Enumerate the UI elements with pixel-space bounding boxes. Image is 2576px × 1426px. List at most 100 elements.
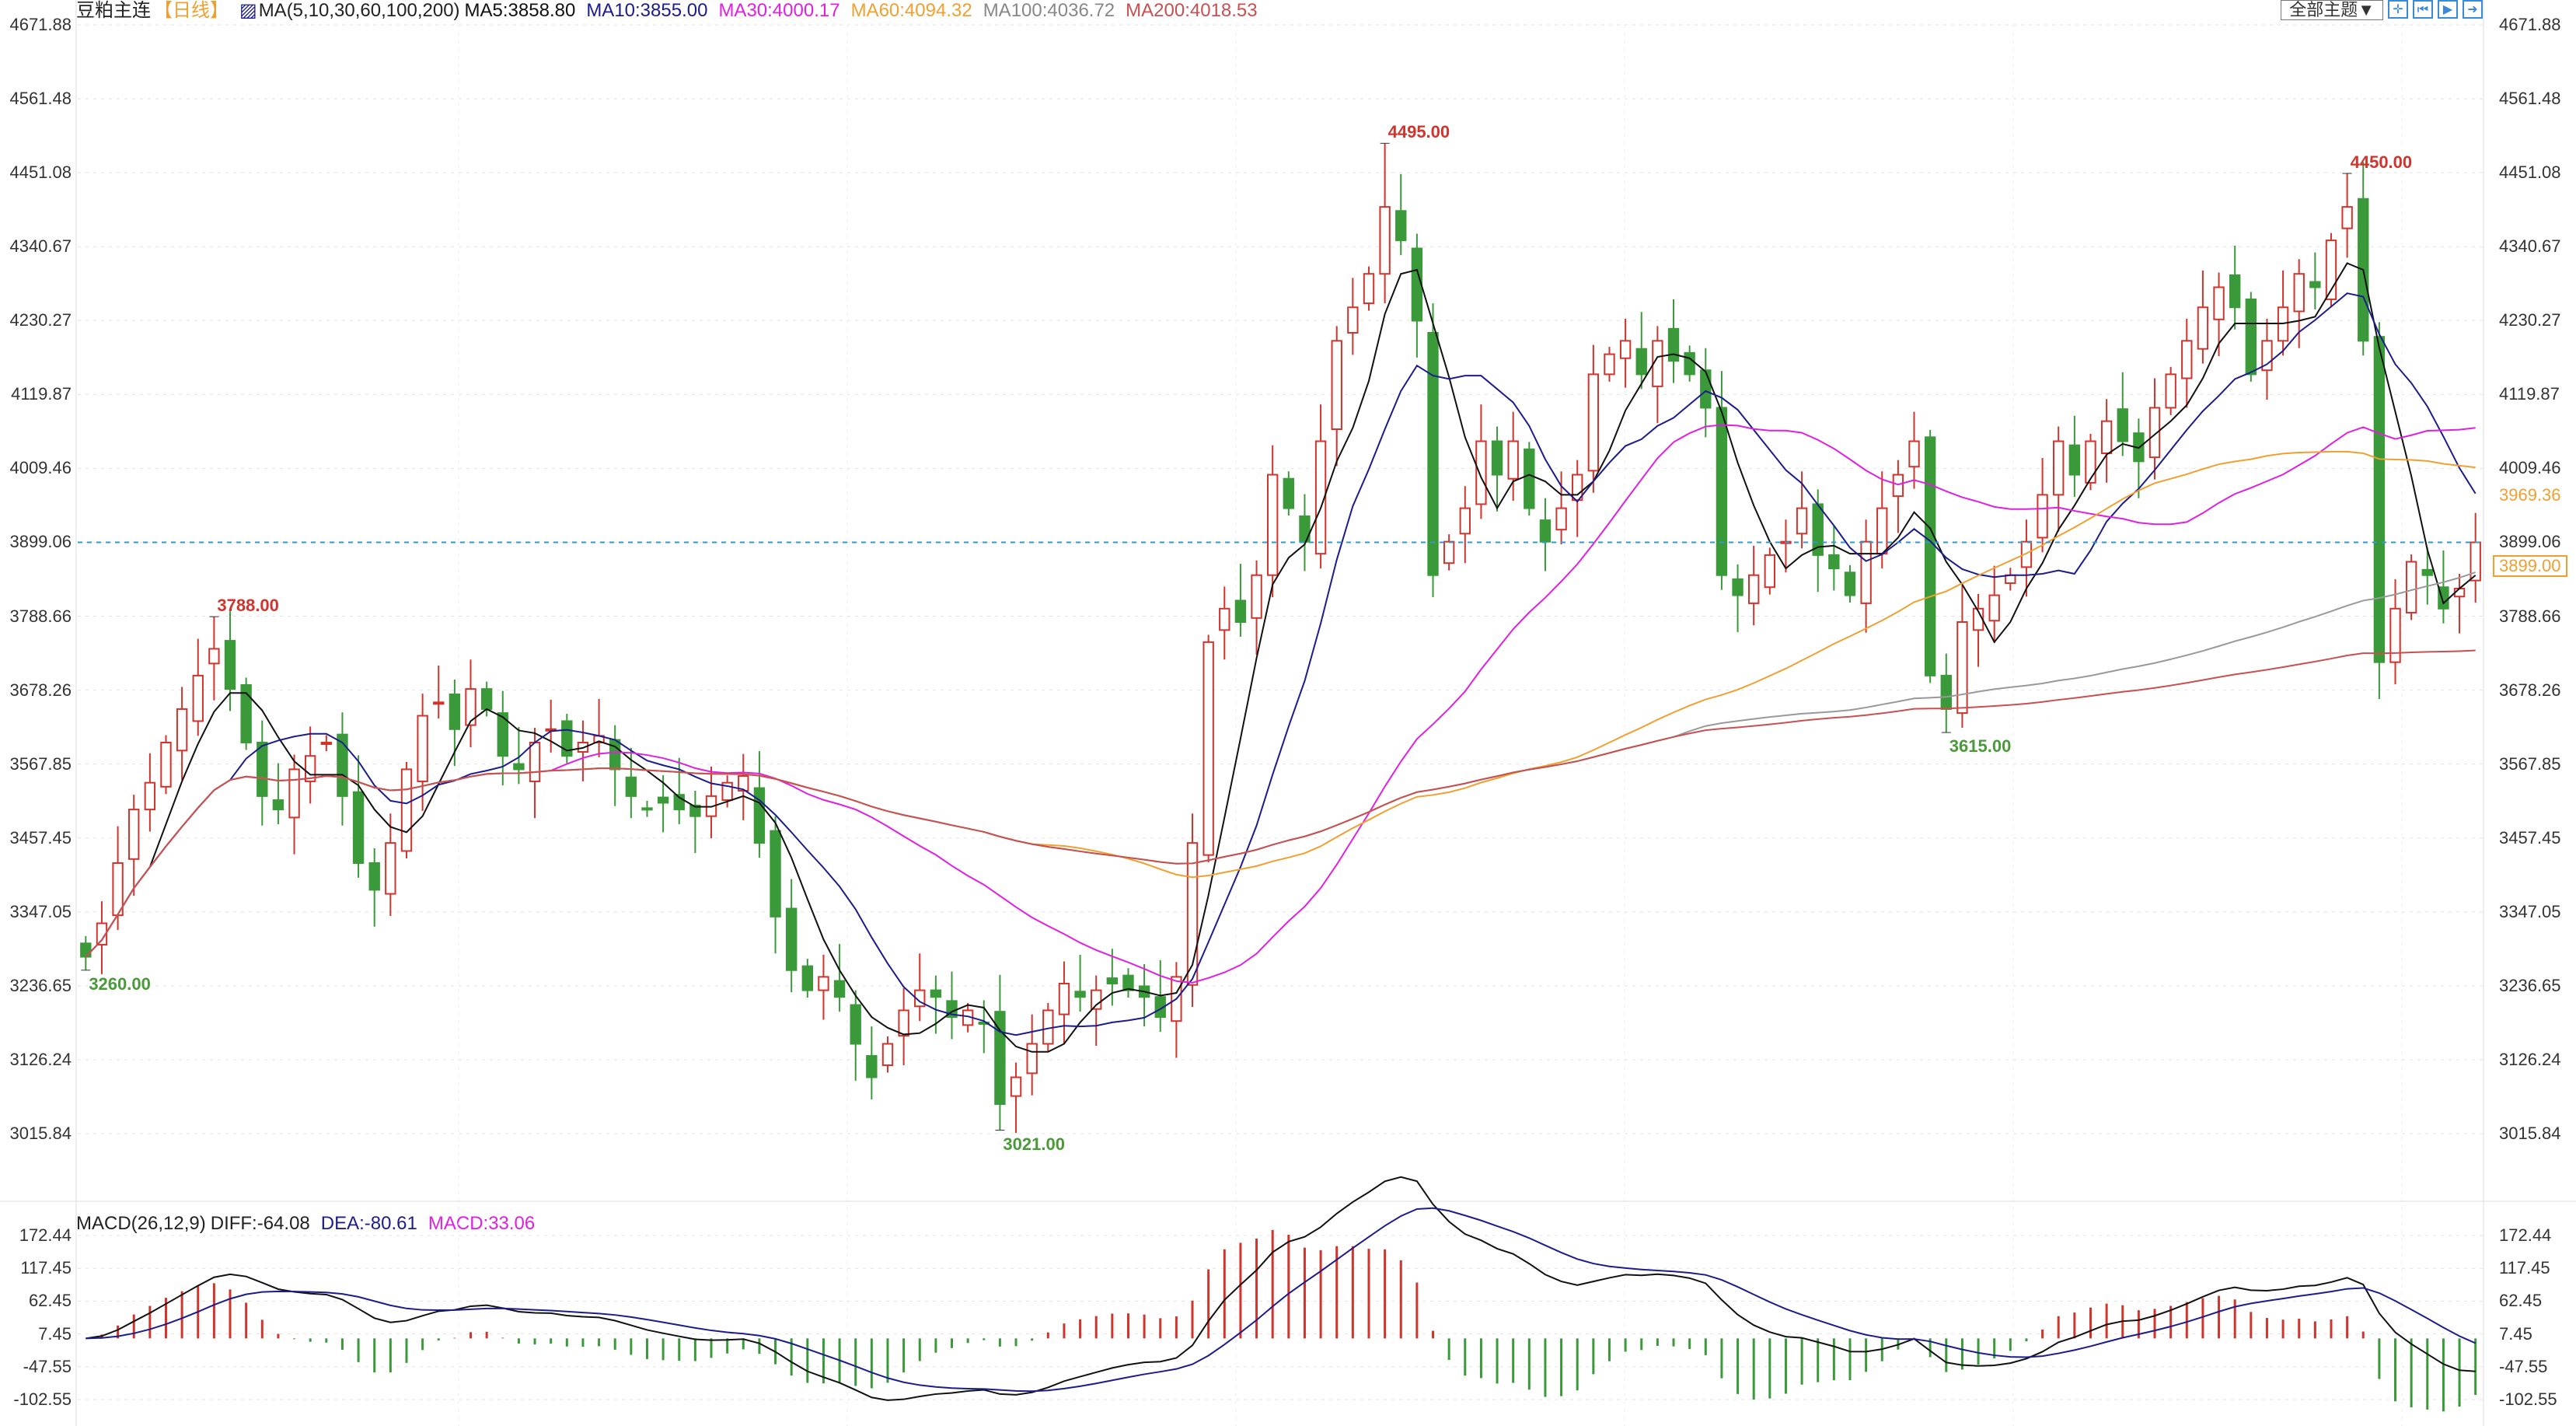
candle-up — [1908, 440, 1920, 468]
candle-down — [1283, 477, 1295, 509]
candle-down — [850, 1004, 861, 1045]
price-tick-left: 4561.48 — [9, 89, 72, 109]
exit-icon[interactable]: ➜ — [2463, 0, 2483, 19]
candle-down — [689, 804, 701, 817]
play-icon[interactable]: ▶ — [2438, 0, 2458, 19]
candle-down — [1491, 440, 1503, 476]
candle-up — [1058, 982, 1070, 1015]
macd-tick-left: 7.45 — [38, 1323, 72, 1344]
candle-up — [1860, 540, 1872, 604]
candle-up — [433, 701, 445, 705]
macd-tick-right: 62.45 — [2499, 1291, 2543, 1311]
price-tick-left: 3126.24 — [9, 1049, 72, 1069]
diff-line — [86, 1176, 2476, 1401]
candle-down — [480, 688, 493, 710]
period-label[interactable]: 【日线】 — [154, 0, 229, 21]
candle-up — [1347, 306, 1359, 334]
ma30-line — [85, 424, 2476, 984]
ma-indicator-icon[interactable]: ▨ — [239, 0, 257, 21]
candle-up — [128, 809, 140, 860]
candle-up — [2405, 561, 2417, 613]
candle-up — [320, 741, 333, 745]
first-bar-icon[interactable]: ⏮ — [2413, 0, 2433, 19]
candle-down — [866, 1054, 878, 1078]
candle-up — [1202, 641, 1214, 856]
macd-diff: DIFF:-64.08 — [210, 1213, 310, 1234]
macd-tick-left: -47.55 — [23, 1356, 72, 1376]
candle-down — [1154, 996, 1166, 1019]
candle-down — [449, 693, 461, 730]
ma100-value: MA100:4036.72 — [983, 0, 1115, 21]
price-tick-right: 3236.65 — [2499, 975, 2561, 995]
ma200-line — [85, 649, 2476, 958]
candle-up — [1956, 620, 1968, 715]
price-tick-right: 3126.24 — [2499, 1049, 2561, 1069]
candle-up — [1010, 1076, 1022, 1097]
candle-up — [1876, 507, 1888, 555]
price-tick-right: 4230.27 — [2499, 310, 2561, 330]
candle-up — [1443, 540, 1455, 564]
candle-down — [994, 1011, 1006, 1105]
crosshair-icon[interactable]: ✛ — [2388, 0, 2408, 19]
last-price-tag: 3899.00 — [2493, 554, 2567, 577]
candle-up — [1026, 1043, 1038, 1075]
candle-up — [2100, 420, 2113, 454]
candle-down — [1924, 436, 1936, 676]
candle-down — [753, 787, 766, 844]
candle-down — [1411, 247, 1423, 322]
price-tick-right: 3788.66 — [2499, 606, 2561, 626]
candle-down — [1234, 599, 1247, 623]
candle-up — [1507, 440, 1519, 480]
theme-select[interactable]: 全部主题▼ — [2281, 0, 2383, 20]
candle-up — [1555, 507, 1567, 531]
candle-down — [1844, 571, 1856, 596]
macd-header: MACD(26,12,9) DIFF:-64.08 DEA:-80.61 MACD:3… — [76, 1213, 546, 1235]
candle-down — [240, 683, 252, 743]
ma-title: MA(5,10,30,60,100,200) — [258, 0, 460, 21]
price-tick-left: 3457.45 — [9, 827, 72, 848]
candle-down — [2245, 298, 2257, 376]
candle-down — [930, 989, 942, 998]
candle-down — [272, 799, 284, 811]
price-tick-right: 4671.88 — [2499, 15, 2561, 34]
price-tick-left: 4119.87 — [11, 384, 72, 404]
candle-down — [1299, 515, 1311, 543]
candle-up — [1091, 989, 1102, 1010]
extreme-label: 4450.00 — [2350, 152, 2413, 173]
ma30-value: MA30:4000.17 — [718, 0, 840, 21]
price-tick-right: 3899.06 — [2499, 532, 2561, 552]
chart-header: 豆粕主连 【日线】 ▨MA(5,10,30,60,100,200) MA5:3858.… — [76, 0, 1269, 22]
extreme-label: 3021.00 — [1003, 1134, 1065, 1154]
price-tick-left: 3347.05 — [9, 901, 72, 921]
macd-tick-left: 117.45 — [20, 1258, 72, 1278]
candle-down — [80, 942, 92, 958]
candle-up — [1796, 507, 1808, 535]
price-tick-left: 4671.88 — [9, 15, 72, 34]
candle-down — [1684, 351, 1695, 376]
candle-up — [1619, 340, 1632, 359]
price-tick-left: 4451.08 — [9, 163, 72, 183]
candle-down — [1395, 210, 1407, 242]
candle-up — [2341, 206, 2353, 229]
candle-up — [1219, 607, 1230, 631]
candle-up — [2053, 440, 2065, 496]
candle-down — [801, 965, 814, 991]
candle-up — [2181, 340, 2193, 379]
macd-tick-right: 117.45 — [2499, 1258, 2550, 1278]
candle-up — [1892, 474, 1904, 498]
candle-up — [385, 842, 396, 895]
ma10-line — [85, 292, 2477, 1036]
candle-down — [2373, 336, 2386, 663]
candle-up — [881, 1043, 894, 1067]
candle-up — [1747, 574, 1760, 604]
ma5-value: MA5:3858.80 — [464, 0, 576, 21]
price-tick-left: 3567.85 — [9, 753, 72, 774]
extreme-label: 3260.00 — [89, 973, 151, 994]
candle-down — [785, 907, 798, 971]
price-tick-left: 4009.46 — [9, 458, 72, 478]
ma60-line — [85, 450, 2476, 958]
candle-down — [257, 741, 268, 797]
candle-up — [1988, 594, 2000, 622]
candle-down — [1122, 974, 1134, 991]
